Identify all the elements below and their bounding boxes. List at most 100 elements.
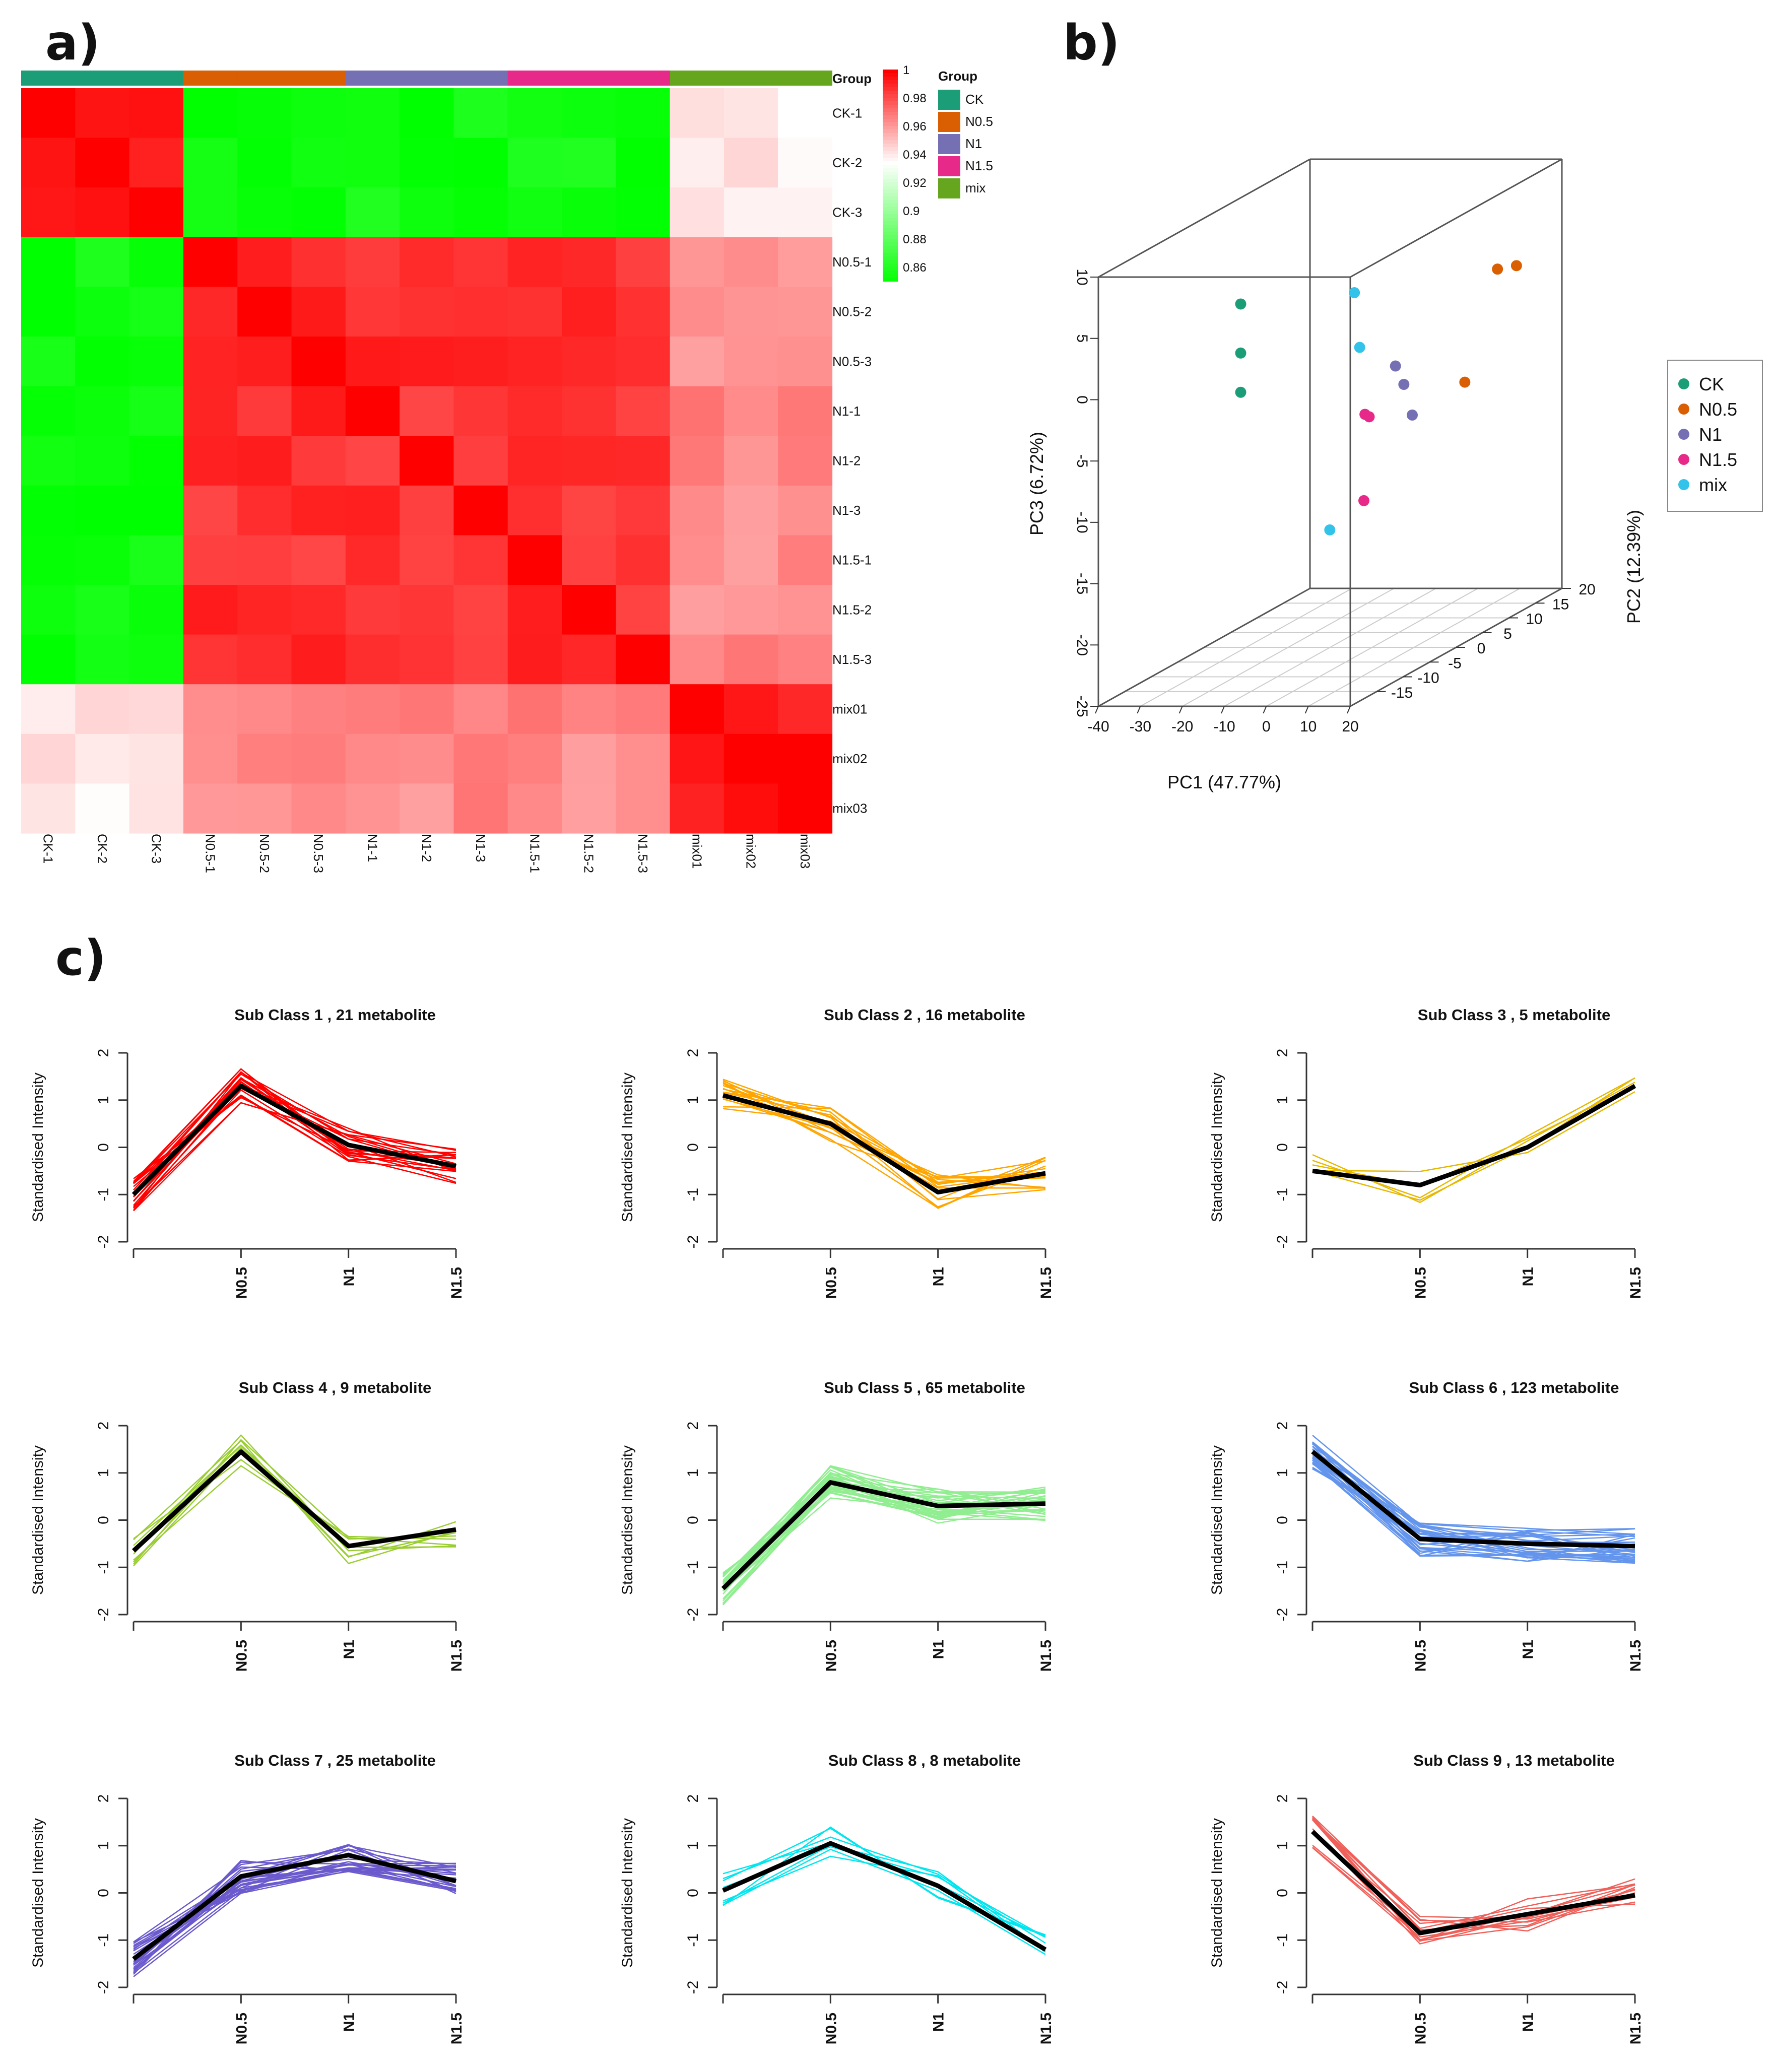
y-tick-label: -1 bbox=[95, 1188, 112, 1201]
heatmap-cell bbox=[345, 386, 400, 436]
pca-legend-marker bbox=[1678, 454, 1689, 465]
column-label: CK-1 bbox=[41, 834, 56, 863]
row-label: mix02 bbox=[832, 751, 867, 766]
x-tick-label: N0.5 bbox=[1412, 1267, 1429, 1299]
subclass-line-plots: Sub Class 1 , 21 metabolite -2 -1 0 1 2 Standa… bbox=[30, 1006, 1644, 2044]
heatmap-cell bbox=[237, 287, 292, 337]
heatmap-cell bbox=[237, 237, 292, 287]
heatmap-cell bbox=[724, 436, 778, 486]
z-tick-label: 10 bbox=[1074, 269, 1090, 285]
heatmap-cell bbox=[670, 187, 725, 238]
color-scale-step bbox=[883, 98, 898, 102]
heatmap-cell bbox=[453, 88, 508, 139]
z-tick-label: -5 bbox=[1074, 454, 1090, 468]
heatmap-cell bbox=[345, 88, 400, 139]
z-tick-label: -10 bbox=[1074, 511, 1090, 533]
color-scale-step bbox=[883, 214, 898, 218]
heatmap-cell bbox=[670, 337, 725, 387]
heatmap-cell bbox=[453, 138, 508, 188]
heatmap-cell bbox=[21, 187, 76, 238]
x-tick-label: -20 bbox=[1171, 718, 1193, 735]
y-tick-label: 1 bbox=[95, 1841, 112, 1850]
x-tick-label: -10 bbox=[1213, 718, 1235, 735]
y-tick-label: 1 bbox=[1274, 1468, 1291, 1477]
heatmap-cell bbox=[75, 237, 130, 287]
x-tick-label: N1 bbox=[1520, 2013, 1537, 2032]
member-line bbox=[723, 1477, 1046, 1583]
heatmap-cell bbox=[21, 783, 76, 834]
heatmap-cell bbox=[616, 88, 671, 139]
color-scale-step bbox=[883, 256, 898, 260]
y-tick-label: 1 bbox=[685, 1468, 701, 1477]
group-bar-cell bbox=[400, 71, 454, 86]
heatmap-cell bbox=[453, 237, 508, 287]
color-scale-step bbox=[883, 151, 898, 155]
heatmap-cell bbox=[129, 287, 184, 337]
color-scale-step bbox=[883, 161, 898, 165]
y-tick-label: 2 bbox=[95, 1049, 112, 1057]
member-line bbox=[133, 1440, 456, 1565]
heatmap-cell bbox=[291, 783, 346, 834]
heatmap-cell bbox=[291, 436, 346, 486]
heatmap-cell bbox=[670, 287, 725, 337]
column-label: N1.5-3 bbox=[635, 834, 650, 873]
heatmap-cell bbox=[291, 386, 346, 436]
pca-point bbox=[1235, 386, 1246, 398]
z-tick-label: -15 bbox=[1074, 573, 1090, 594]
heatmap-cell bbox=[129, 783, 184, 834]
color-scale-step bbox=[883, 235, 898, 239]
member-line bbox=[723, 1106, 1046, 1188]
heatmap-cell bbox=[562, 337, 616, 387]
member-line bbox=[1312, 1077, 1635, 1198]
heatmap-cell bbox=[75, 535, 130, 585]
y-axis-label: Standardised Intensity bbox=[1209, 1818, 1225, 1968]
color-scale-step bbox=[883, 225, 898, 229]
x-tick-label: N1 bbox=[1520, 1267, 1537, 1286]
y-tick-label: 0 bbox=[95, 1889, 112, 1897]
heatmap-cell bbox=[562, 138, 616, 188]
x-tick-label: N0.5 bbox=[233, 1267, 250, 1299]
group-legend-swatch bbox=[938, 134, 960, 154]
heatmap-cell bbox=[75, 684, 130, 734]
heatmap-cell bbox=[400, 88, 454, 139]
heatmap-cell bbox=[75, 733, 130, 784]
subclass-plot: Sub Class 3 , 5 metabolite -2 -1 0 1 2 Standar… bbox=[1209, 1006, 1644, 1299]
pca-legend-label: N1.5 bbox=[1699, 449, 1737, 470]
member-line bbox=[1312, 1847, 1635, 1938]
color-scale-step bbox=[883, 211, 898, 215]
heatmap-cell bbox=[400, 386, 454, 436]
heatmap-cell bbox=[562, 585, 616, 635]
group-legend-label: N0.5 bbox=[965, 114, 993, 129]
heatmap-cell bbox=[507, 436, 562, 486]
heatmap-cell bbox=[291, 485, 346, 536]
pca-point bbox=[1390, 360, 1401, 372]
pca-point bbox=[1407, 409, 1418, 421]
heatmap-cell bbox=[616, 585, 671, 635]
y-tick-label: 1 bbox=[95, 1096, 112, 1104]
y-axis-label: Standardised Intensity bbox=[30, 1073, 46, 1222]
heatmap-cell bbox=[724, 634, 778, 685]
heatmap-cell bbox=[21, 634, 76, 685]
heatmap-cell bbox=[291, 337, 346, 387]
heatmap-cell bbox=[778, 138, 833, 188]
member-line bbox=[1312, 1449, 1635, 1538]
member-line bbox=[723, 1098, 1046, 1184]
x-tick bbox=[1221, 706, 1225, 714]
member-line bbox=[723, 1083, 1046, 1179]
color-scale-tick: 0.96 bbox=[903, 120, 927, 133]
member-line bbox=[133, 1068, 456, 1183]
member-line bbox=[133, 1866, 456, 1943]
column-label: mix03 bbox=[798, 834, 813, 868]
y-tick-label: 2 bbox=[1274, 1049, 1291, 1057]
color-scale-tick: 0.98 bbox=[903, 92, 927, 105]
heatmap-cell bbox=[345, 585, 400, 635]
y-tick-label: 0 bbox=[1274, 1516, 1291, 1524]
heatmap-cell bbox=[507, 585, 562, 635]
color-scale-step bbox=[883, 147, 898, 151]
column-label: mix01 bbox=[689, 834, 704, 868]
heatmap-cell bbox=[75, 783, 130, 834]
group-bar-cell bbox=[75, 71, 130, 86]
heatmap-cell bbox=[400, 783, 454, 834]
heatmap-cell bbox=[345, 187, 400, 238]
color-scale-step bbox=[883, 73, 898, 77]
